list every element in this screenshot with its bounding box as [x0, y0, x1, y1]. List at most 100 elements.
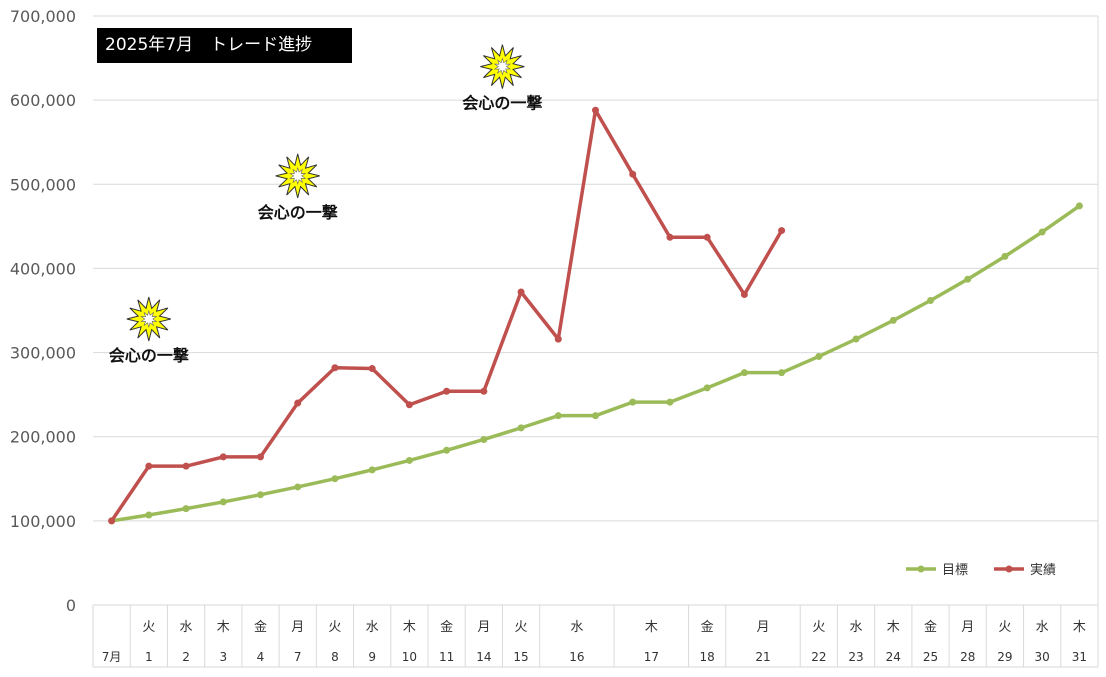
x-weekday-label: 水	[570, 620, 583, 635]
data-point	[629, 170, 637, 178]
x-tick-label: 10	[402, 650, 417, 664]
data-point	[1001, 252, 1009, 260]
data-point	[889, 316, 897, 324]
x-weekday-label: 火	[328, 620, 341, 635]
x-tick-label: 7	[294, 650, 302, 664]
y-tick-label: 600,000	[10, 91, 76, 110]
data-point	[368, 365, 376, 373]
data-point	[145, 462, 153, 470]
data-point	[964, 275, 972, 283]
x-tick-label: 18	[700, 650, 715, 664]
data-point	[740, 369, 748, 377]
x-weekday-label: 月	[477, 620, 490, 635]
x-weekday-label: 金	[701, 619, 714, 635]
x-weekday-label: 月	[961, 620, 974, 635]
data-point	[1038, 228, 1046, 236]
x-weekday-label: 火	[812, 620, 825, 635]
x-tick-label: 11	[439, 650, 454, 664]
x-tick-label: 4	[257, 650, 265, 664]
data-point	[331, 475, 339, 483]
x-tick-label: 15	[513, 650, 528, 664]
data-point	[592, 106, 599, 114]
data-point	[257, 453, 264, 461]
x-tick-label: 16	[569, 650, 584, 664]
data-point	[182, 462, 190, 470]
x-weekday-label: 木	[887, 620, 900, 635]
x-tick-label: 24	[886, 650, 901, 664]
chart-title: 2025年7月 トレード進捗	[97, 28, 352, 63]
y-tick-label: 100,000	[10, 512, 76, 531]
data-point	[294, 399, 302, 407]
annotation-label: 会心の一撃	[109, 346, 189, 365]
data-point	[182, 505, 190, 513]
x-tick-label: 21	[755, 650, 770, 664]
data-point	[257, 491, 264, 499]
x-weekday-label: 木	[1073, 620, 1086, 635]
x-tick-label: 29	[997, 650, 1012, 664]
y-tick-label: 700,000	[10, 7, 76, 26]
data-point	[480, 387, 488, 395]
explosion-core	[289, 166, 307, 185]
data-point	[219, 498, 227, 506]
legend-marker	[917, 565, 925, 573]
x-weekday-label: 木	[217, 620, 230, 635]
data-point	[1075, 202, 1083, 210]
x-weekday-label: 火	[142, 620, 155, 635]
x-tick-label: 2	[182, 650, 190, 664]
data-point	[554, 412, 562, 420]
x-tick-label: 31	[1072, 650, 1087, 664]
x-weekday-label: 火	[998, 620, 1011, 635]
legend-label: 実績	[1030, 562, 1056, 578]
y-tick-label: 500,000	[10, 175, 76, 194]
data-point	[443, 446, 451, 454]
x-tick-label: 14	[476, 650, 491, 664]
x-weekday-label: 水	[366, 620, 379, 635]
data-point	[592, 412, 599, 420]
data-point	[629, 398, 637, 406]
data-point	[219, 453, 227, 461]
annotation-label: 会心の一撃	[258, 203, 338, 222]
x-tick-label: 30	[1035, 650, 1050, 664]
data-point	[517, 424, 525, 432]
explosion-core	[140, 309, 158, 329]
x-tick-label: 8	[331, 650, 339, 664]
legend-marker	[1005, 565, 1013, 573]
x-weekday-label: 水	[1036, 620, 1049, 635]
data-point	[145, 511, 153, 519]
data-point	[480, 435, 488, 443]
y-tick-label: 300,000	[10, 344, 76, 363]
y-tick-label: 0	[66, 596, 76, 615]
x-weekday-label: 金	[254, 619, 267, 635]
data-point	[443, 387, 451, 395]
data-point	[405, 401, 413, 409]
x-weekday-label: 月	[291, 620, 304, 635]
x-tick-label: 3	[219, 650, 227, 664]
data-point	[666, 398, 674, 406]
x-weekday-label: 月	[756, 620, 769, 635]
x-tick-label: 28	[960, 650, 975, 664]
data-point	[294, 483, 302, 491]
data-point	[740, 291, 748, 299]
data-point	[703, 233, 711, 241]
x-weekday-label: 金	[924, 619, 937, 635]
x-tick-label: 9	[368, 650, 376, 664]
data-point	[927, 296, 934, 304]
x-weekday-label: 水	[850, 620, 863, 635]
data-point	[517, 288, 525, 296]
data-point	[703, 384, 711, 392]
data-point	[852, 335, 860, 343]
x-tick-label: 17	[644, 650, 659, 664]
data-point	[666, 233, 674, 241]
x-tick-label: 1	[145, 650, 153, 664]
data-point	[108, 517, 116, 525]
data-point	[368, 466, 376, 474]
x-tick-label: 22	[811, 650, 826, 664]
x-weekday-label: 水	[180, 620, 193, 635]
data-point	[405, 456, 413, 464]
x-tick-label: 7月	[102, 650, 122, 664]
explosion-core	[493, 57, 512, 76]
x-weekday-label: 木	[645, 620, 658, 635]
x-tick-label: 25	[923, 650, 938, 664]
